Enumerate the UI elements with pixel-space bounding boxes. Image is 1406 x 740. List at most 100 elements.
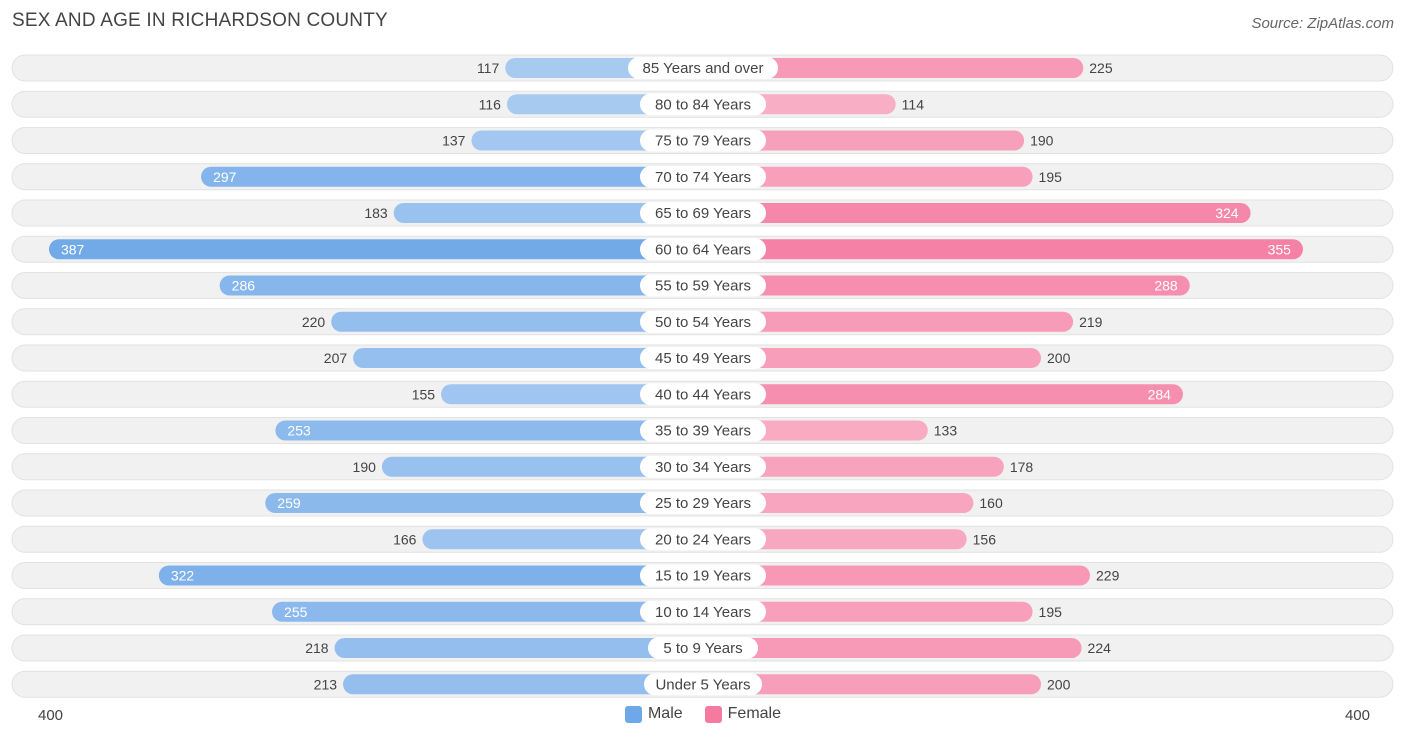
female-value-label: 156: [973, 531, 997, 547]
category-label-pill: [640, 274, 766, 297]
male-bar: [422, 529, 703, 550]
female-value-label: 324: [1215, 205, 1239, 221]
male-bar: [343, 674, 703, 695]
category-label-pill: [648, 637, 758, 659]
female-value-label: 200: [1047, 350, 1071, 366]
female-bar: [703, 384, 1183, 405]
legend-label-female: Female: [727, 705, 782, 722]
axis-label-right: 400: [1344, 707, 1370, 724]
female-bar: [703, 166, 1033, 187]
male-bar: [275, 420, 703, 441]
male-value-label: 213: [314, 676, 338, 692]
source-note: Source: ZipAtlas.com: [1251, 15, 1394, 32]
male-bar: [48, 239, 704, 260]
male-value-label: 255: [284, 604, 308, 620]
female-value-label: 200: [1047, 676, 1071, 692]
female-value-label: 195: [1039, 604, 1063, 620]
category-label: 35 to 39 Years: [655, 423, 751, 440]
female-value-label: 160: [979, 495, 1003, 511]
male-value-label: 117: [477, 60, 500, 76]
male-value-label: 387: [61, 241, 85, 257]
category-label: 5 to 9 Years: [663, 640, 742, 657]
category-label-pill: [640, 129, 766, 152]
female-bar: [703, 565, 1091, 586]
male-bar: [272, 601, 703, 622]
male-value-label: 183: [364, 205, 388, 221]
male-value-label: 322: [171, 568, 195, 584]
axis-label-left: 400: [38, 707, 64, 724]
category-label-pill: [640, 492, 766, 514]
female-bar: [703, 601, 1033, 622]
female-value-label: 224: [1088, 640, 1112, 656]
female-bar: [703, 311, 1074, 332]
category-label: Under 5 Years: [655, 676, 750, 693]
male-bar: [441, 384, 703, 405]
male-bar: [334, 638, 703, 658]
legend-swatch-male: [624, 705, 642, 723]
female-bar: [703, 348, 1041, 368]
male-value-label: 166: [393, 531, 417, 547]
category-label: 70 to 74 Years: [655, 169, 751, 186]
category-label-pill: [640, 347, 766, 369]
male-value-label: 253: [287, 423, 311, 439]
male-bar: [353, 348, 703, 368]
female-bar: [703, 456, 1004, 477]
category-label: 45 to 49 Years: [655, 350, 751, 367]
category-label: 50 to 54 Years: [655, 314, 751, 331]
category-label: 80 to 84 Years: [655, 96, 751, 113]
male-bar: [265, 493, 703, 513]
male-value-label: 190: [353, 459, 377, 475]
category-label-pill: [640, 383, 766, 406]
population-pyramid-chart: 117 225 85 Years and over 116 114 80 to 84 Ye…: [11, 54, 1394, 698]
chart-title: SEX AND AGE IN RICHARDSON COUNTY: [12, 10, 388, 31]
male-bar: [381, 456, 703, 477]
category-label-pill: [640, 93, 766, 116]
female-bar: [703, 130, 1025, 151]
category-label: 85 Years and over: [643, 60, 764, 77]
category-label-pill: [640, 564, 766, 587]
male-value-label: 137: [442, 133, 466, 149]
male-bar: [393, 203, 703, 223]
female-value-label: 355: [1268, 241, 1292, 257]
male-bar: [201, 166, 703, 187]
category-label: 40 to 44 Years: [655, 386, 751, 403]
female-bar: [703, 674, 1041, 695]
male-value-label: 116: [479, 96, 502, 112]
female-bar: [703, 493, 974, 513]
male-value-label: 218: [305, 640, 329, 656]
category-label-pill: [640, 202, 766, 224]
male-value-label: 297: [213, 169, 237, 185]
category-label-pill: [640, 419, 766, 442]
category-label-pill: [640, 528, 766, 551]
category-label: 15 to 19 Years: [655, 568, 751, 585]
female-value-label: 195: [1039, 169, 1063, 185]
male-value-label: 286: [232, 278, 256, 294]
female-value-label: 178: [1010, 459, 1034, 475]
female-value-label: 133: [934, 423, 958, 439]
female-value-label: 225: [1089, 60, 1113, 76]
female-value-label: 229: [1096, 568, 1120, 584]
male-value-label: 259: [277, 495, 301, 511]
female-value-label: 190: [1030, 133, 1054, 149]
female-value-label: 284: [1148, 386, 1172, 402]
legend-swatch-female: [704, 705, 722, 723]
category-label-pill: [644, 673, 762, 696]
category-label: 65 to 69 Years: [655, 205, 751, 222]
legend-label-male: Male: [647, 705, 683, 722]
category-label: 10 to 14 Years: [655, 604, 751, 621]
female-bar: [703, 529, 967, 550]
male-value-label: 207: [324, 350, 348, 366]
female-value-label: 219: [1079, 314, 1103, 330]
female-bar: [703, 203, 1251, 223]
category-label: 20 to 24 Years: [655, 531, 751, 548]
male-bar: [158, 565, 703, 586]
category-label: 25 to 29 Years: [655, 495, 751, 512]
female-bar: [703, 58, 1084, 78]
category-label: 75 to 79 Years: [655, 133, 751, 150]
category-label-pill: [640, 455, 766, 478]
legend-item-female: Female: [704, 705, 782, 723]
category-label: 55 to 59 Years: [655, 278, 751, 295]
category-label: 30 to 34 Years: [655, 459, 751, 476]
male-value-label: 220: [302, 314, 326, 330]
category-label-pill: [640, 600, 766, 623]
